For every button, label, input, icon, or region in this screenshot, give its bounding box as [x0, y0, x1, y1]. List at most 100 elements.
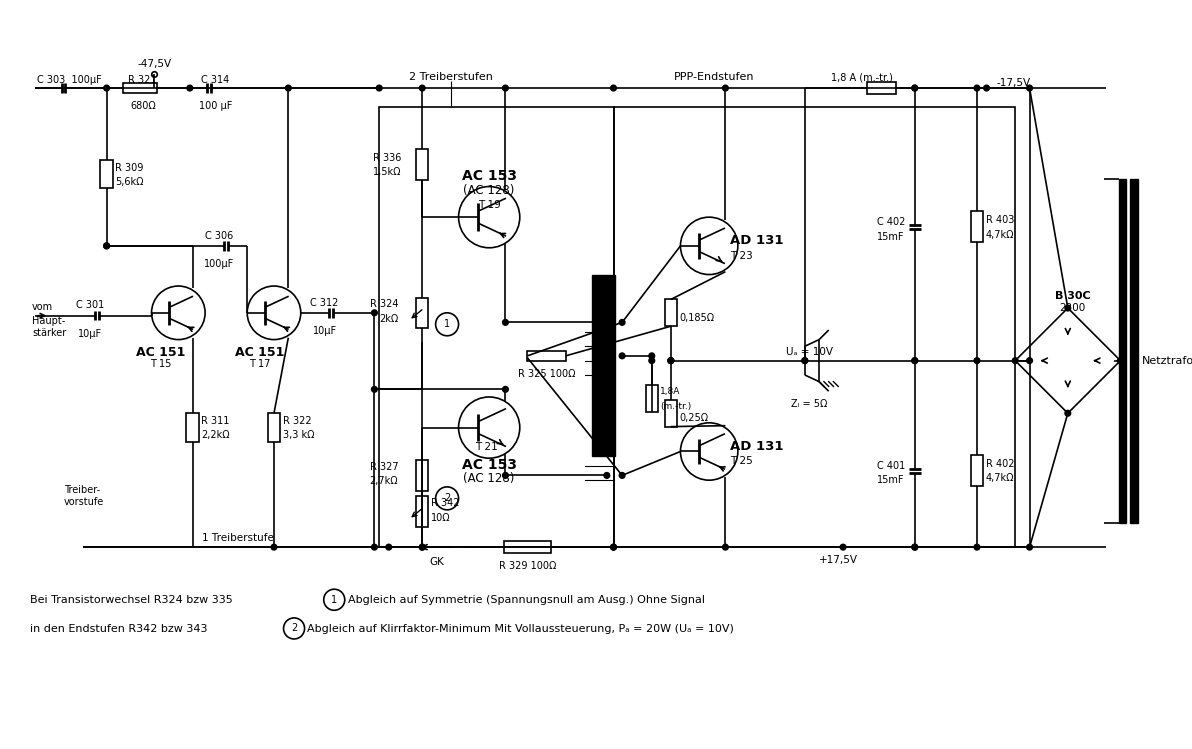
Text: 0,25Ω: 0,25Ω	[679, 413, 708, 423]
Circle shape	[722, 545, 728, 550]
Text: C 402: C 402	[876, 217, 905, 227]
Text: 2,2kΩ: 2,2kΩ	[201, 431, 230, 440]
Text: AD 131: AD 131	[731, 234, 783, 247]
Text: AC 153: AC 153	[461, 458, 516, 472]
Text: R 342: R 342	[430, 498, 459, 509]
Text: C 401: C 401	[876, 461, 905, 471]
Text: Abgleich auf Symmetrie (Spannungsnull am Ausg.) Ohne Signal: Abgleich auf Symmetrie (Spannungsnull am…	[348, 595, 704, 605]
Circle shape	[983, 85, 989, 91]
Text: Abgleich auf Klirrfaktor-Minimum Mit Vollaussteuerung, Pₐ = 20W (Uₐ = 10V): Abgleich auf Klirrfaktor-Minimum Mit Vol…	[308, 624, 734, 634]
Bar	[970, 211, 983, 242]
Circle shape	[974, 85, 980, 91]
Circle shape	[503, 473, 508, 479]
Text: T 25: T 25	[731, 456, 753, 467]
Circle shape	[610, 545, 616, 550]
Text: Treiber-: Treiber-	[63, 485, 100, 495]
Text: 3,3 kΩ: 3,3 kΩ	[283, 431, 313, 440]
Bar	[1118, 179, 1126, 524]
Circle shape	[420, 545, 426, 550]
Text: R 402: R 402	[986, 459, 1014, 469]
Circle shape	[668, 358, 673, 363]
Circle shape	[372, 310, 378, 315]
Bar	[646, 386, 658, 412]
Text: R 309: R 309	[116, 163, 143, 173]
Circle shape	[420, 545, 426, 550]
Circle shape	[912, 85, 918, 91]
Circle shape	[912, 358, 918, 363]
Text: 1: 1	[331, 595, 337, 604]
Circle shape	[1064, 410, 1070, 416]
Text: R 403: R 403	[986, 215, 1014, 225]
Bar	[867, 82, 895, 94]
Circle shape	[285, 85, 291, 91]
Circle shape	[974, 545, 980, 550]
Text: 2kΩ: 2kΩ	[379, 314, 398, 324]
Bar	[665, 300, 677, 327]
Circle shape	[722, 85, 728, 91]
Text: 1,8 A (m.-tr.): 1,8 A (m.-tr.)	[831, 73, 893, 82]
Text: R 322: R 322	[283, 416, 311, 426]
Bar	[592, 275, 604, 456]
Text: 1,8A: 1,8A	[660, 387, 681, 396]
Bar	[123, 83, 157, 94]
Circle shape	[912, 545, 918, 550]
Text: Netztrafo: Netztrafo	[1142, 356, 1192, 366]
Text: (AC 128): (AC 128)	[464, 184, 515, 197]
Text: Haupt-: Haupt-	[32, 315, 66, 326]
Circle shape	[912, 85, 918, 91]
Text: 15mF: 15mF	[876, 231, 904, 241]
Bar	[1130, 179, 1137, 524]
Circle shape	[620, 473, 625, 479]
Circle shape	[104, 243, 110, 249]
Circle shape	[503, 386, 508, 392]
Circle shape	[271, 545, 277, 550]
Text: 680Ω: 680Ω	[130, 101, 156, 112]
Text: C 312: C 312	[310, 297, 339, 308]
Text: -47,5V: -47,5V	[137, 59, 172, 69]
Circle shape	[604, 320, 609, 325]
Bar	[665, 400, 677, 427]
Circle shape	[372, 545, 378, 550]
Circle shape	[377, 85, 383, 91]
Bar	[268, 413, 280, 442]
Text: 1,5kΩ: 1,5kΩ	[373, 168, 402, 178]
Text: R 311: R 311	[201, 416, 230, 426]
Circle shape	[648, 358, 654, 363]
Circle shape	[1026, 358, 1032, 363]
Bar	[416, 460, 428, 491]
Text: T 21: T 21	[474, 442, 498, 452]
Text: 5,6kΩ: 5,6kΩ	[116, 177, 144, 187]
Text: 0,185Ω: 0,185Ω	[679, 313, 715, 323]
Text: T 23: T 23	[731, 251, 753, 261]
Bar	[416, 497, 428, 527]
Text: R 329 100Ω: R 329 100Ω	[498, 562, 557, 571]
Circle shape	[610, 85, 616, 91]
Text: R 324: R 324	[370, 300, 398, 309]
Text: 4,7kΩ: 4,7kΩ	[986, 230, 1014, 240]
Circle shape	[610, 545, 616, 550]
Text: 2200: 2200	[1060, 303, 1086, 313]
Bar	[527, 351, 566, 361]
Text: 2: 2	[291, 623, 297, 634]
Bar	[379, 107, 614, 547]
Bar	[604, 275, 615, 456]
Text: C 314: C 314	[201, 75, 230, 85]
Bar	[416, 297, 428, 328]
Circle shape	[620, 353, 625, 359]
Text: Bei Transistorwechsel R324 bzw 335: Bei Transistorwechsel R324 bzw 335	[30, 595, 232, 605]
Text: R 325 100Ω: R 325 100Ω	[517, 369, 576, 379]
Circle shape	[912, 545, 918, 550]
Text: vorstufe: vorstufe	[63, 497, 104, 507]
Circle shape	[1064, 305, 1070, 311]
Text: T 15: T 15	[150, 359, 172, 369]
Text: R 321: R 321	[128, 75, 156, 85]
Circle shape	[620, 320, 625, 325]
Text: AC 151: AC 151	[235, 346, 285, 360]
Text: T 19: T 19	[478, 200, 501, 210]
Circle shape	[372, 386, 378, 392]
Circle shape	[974, 358, 980, 363]
Text: (AC 128): (AC 128)	[464, 472, 515, 485]
Bar	[970, 455, 983, 486]
Circle shape	[648, 353, 654, 359]
Bar	[614, 107, 1016, 547]
